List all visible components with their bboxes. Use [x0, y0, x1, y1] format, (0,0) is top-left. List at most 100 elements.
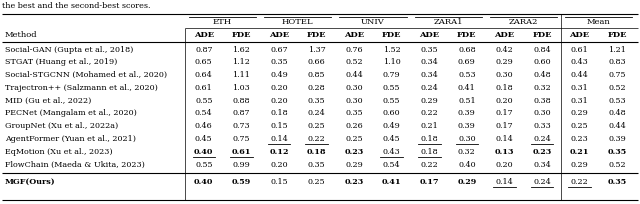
Text: 0.29: 0.29: [571, 110, 589, 118]
Text: 1.12: 1.12: [232, 58, 250, 66]
Text: 0.28: 0.28: [308, 84, 325, 92]
Text: GroupNet (Xu et al., 2022a): GroupNet (Xu et al., 2022a): [5, 122, 118, 130]
Text: 0.33: 0.33: [533, 122, 551, 130]
Text: 1.62: 1.62: [232, 45, 250, 53]
Text: 0.52: 0.52: [346, 58, 363, 66]
Text: FDE: FDE: [532, 31, 552, 39]
Text: 0.30: 0.30: [495, 71, 513, 79]
Text: 0.75: 0.75: [232, 135, 250, 143]
Text: 1.21: 1.21: [608, 45, 626, 53]
Text: 0.29: 0.29: [345, 161, 363, 169]
Text: 0.41: 0.41: [458, 84, 476, 92]
Text: ADE: ADE: [570, 31, 589, 39]
Text: 0.26: 0.26: [345, 122, 363, 130]
Text: ADE: ADE: [419, 31, 439, 39]
Text: 0.14: 0.14: [270, 135, 288, 143]
Text: 0.40: 0.40: [194, 148, 214, 156]
Text: 0.42: 0.42: [495, 45, 513, 53]
Text: AgentFormer (Yuan et al., 2021): AgentFormer (Yuan et al., 2021): [5, 135, 136, 143]
Text: 1.11: 1.11: [232, 71, 250, 79]
Text: 0.34: 0.34: [420, 71, 438, 79]
Text: 0.61: 0.61: [232, 148, 251, 156]
Text: Mean: Mean: [586, 18, 611, 26]
Text: 0.22: 0.22: [420, 110, 438, 118]
Text: 0.32: 0.32: [458, 148, 476, 156]
Text: FDE: FDE: [607, 31, 627, 39]
Text: 0.52: 0.52: [609, 84, 626, 92]
Text: 0.64: 0.64: [195, 71, 212, 79]
Text: 0.20: 0.20: [495, 97, 513, 105]
Text: 0.29: 0.29: [495, 58, 513, 66]
Text: 0.29: 0.29: [457, 178, 477, 186]
Text: 0.55: 0.55: [195, 97, 212, 105]
Text: 0.25: 0.25: [346, 135, 363, 143]
Text: 0.17: 0.17: [495, 122, 513, 130]
Text: 1.03: 1.03: [232, 84, 250, 92]
Text: 1.10: 1.10: [383, 58, 401, 66]
Text: Method: Method: [5, 31, 38, 39]
Text: 0.51: 0.51: [458, 97, 476, 105]
Text: 0.75: 0.75: [609, 71, 626, 79]
Text: 0.61: 0.61: [195, 84, 212, 92]
Text: 0.48: 0.48: [609, 110, 626, 118]
Text: 0.20: 0.20: [270, 84, 288, 92]
Text: 0.23: 0.23: [532, 148, 552, 156]
Text: 0.32: 0.32: [533, 84, 551, 92]
Text: 0.55: 0.55: [383, 97, 401, 105]
Text: FDE: FDE: [307, 31, 326, 39]
Text: 0.46: 0.46: [195, 122, 212, 130]
Text: FDE: FDE: [232, 31, 251, 39]
Text: 0.39: 0.39: [609, 135, 626, 143]
Text: 0.35: 0.35: [308, 97, 325, 105]
Text: 0.67: 0.67: [270, 45, 288, 53]
Text: 0.41: 0.41: [382, 178, 401, 186]
Text: MGF(Ours): MGF(Ours): [5, 178, 56, 186]
Text: 0.20: 0.20: [495, 161, 513, 169]
Text: 0.15: 0.15: [270, 178, 288, 186]
Text: 0.40: 0.40: [458, 161, 476, 169]
Text: 0.45: 0.45: [383, 135, 401, 143]
Text: 0.53: 0.53: [609, 97, 626, 105]
Text: ADE: ADE: [269, 31, 289, 39]
Text: 0.18: 0.18: [307, 148, 326, 156]
Text: 0.87: 0.87: [195, 45, 212, 53]
Text: 0.29: 0.29: [420, 97, 438, 105]
Text: Social-STGCNN (Mohamed et al., 2020): Social-STGCNN (Mohamed et al., 2020): [5, 71, 167, 79]
Text: 0.69: 0.69: [458, 58, 476, 66]
Text: 0.22: 0.22: [308, 135, 325, 143]
Text: 0.31: 0.31: [571, 97, 589, 105]
Text: ADE: ADE: [344, 31, 364, 39]
Text: 0.30: 0.30: [346, 84, 363, 92]
Text: 0.73: 0.73: [232, 122, 250, 130]
Text: 0.84: 0.84: [533, 45, 551, 53]
Text: 0.35: 0.35: [270, 58, 288, 66]
Text: ZARA2: ZARA2: [509, 18, 538, 26]
Text: 0.35: 0.35: [346, 110, 363, 118]
Text: 0.85: 0.85: [308, 71, 325, 79]
Text: 0.35: 0.35: [308, 161, 325, 169]
Text: ZARA1: ZARA1: [433, 18, 463, 26]
Text: 0.39: 0.39: [458, 110, 476, 118]
Text: 0.18: 0.18: [420, 148, 438, 156]
Text: HOTEL: HOTEL: [282, 18, 314, 26]
Text: FlowChain (Maeda & Ukita, 2023): FlowChain (Maeda & Ukita, 2023): [5, 161, 145, 169]
Text: 0.30: 0.30: [533, 110, 551, 118]
Text: UNIV: UNIV: [361, 18, 385, 26]
Text: Trajectron++ (Salzmann et al., 2020): Trajectron++ (Salzmann et al., 2020): [5, 84, 158, 92]
Text: 0.22: 0.22: [571, 178, 589, 186]
Text: 0.22: 0.22: [420, 161, 438, 169]
Text: 0.44: 0.44: [571, 71, 589, 79]
Text: PECNet (Mangalam et al., 2020): PECNet (Mangalam et al., 2020): [5, 110, 137, 118]
Text: 0.20: 0.20: [270, 161, 288, 169]
Text: 0.23: 0.23: [571, 135, 589, 143]
Text: FDE: FDE: [382, 31, 401, 39]
Text: STGAT (Huang et al., 2019): STGAT (Huang et al., 2019): [5, 58, 117, 66]
Text: Social-GAN (Gupta et al., 2018): Social-GAN (Gupta et al., 2018): [5, 45, 133, 53]
Text: 0.43: 0.43: [571, 58, 589, 66]
Text: 0.45: 0.45: [195, 135, 212, 143]
Text: 0.17: 0.17: [495, 110, 513, 118]
Text: 0.34: 0.34: [533, 161, 551, 169]
Text: 0.35: 0.35: [607, 178, 627, 186]
Text: 1.37: 1.37: [308, 45, 325, 53]
Text: 0.53: 0.53: [458, 71, 476, 79]
